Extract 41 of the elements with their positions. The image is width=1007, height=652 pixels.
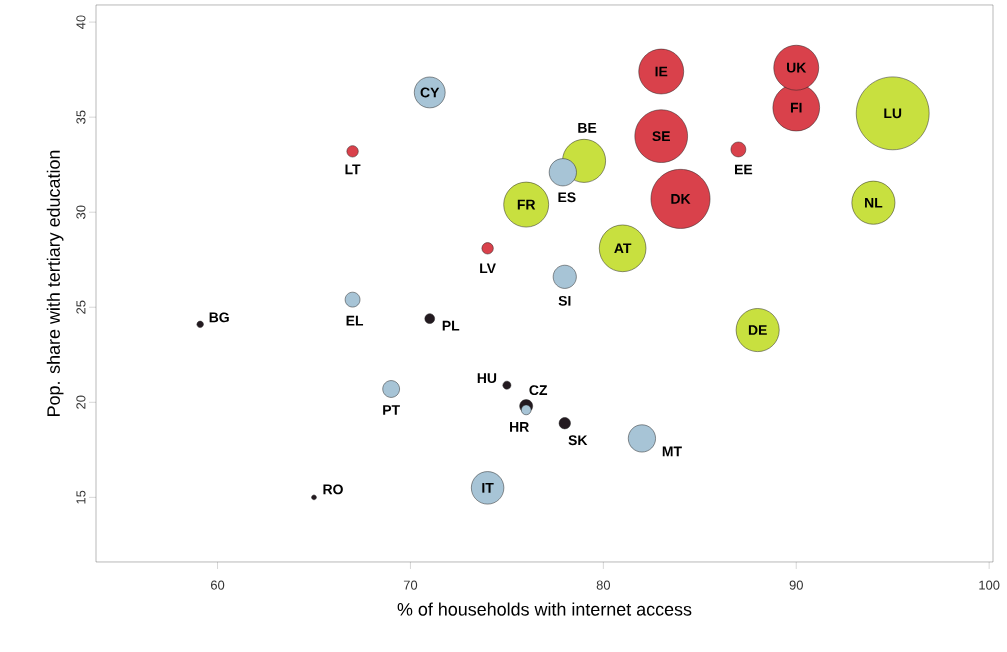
annotation: CZ [529,385,548,396]
annotation: PT [383,405,400,415]
annotation: LV [480,263,496,274]
annotation: PL [442,320,460,331]
annotation: RO [323,484,343,495]
y-tick-label: 30 [76,205,86,219]
annotation: AT [614,243,632,254]
annotation: UK [787,62,807,73]
annotation: SE [652,131,670,142]
x-tick-label: 70 [403,580,418,590]
annotation: HR [510,422,529,432]
annotation: BE [578,123,597,133]
annotation: IE [655,66,668,77]
annotation: IT [482,483,494,493]
x-tick-label: 90 [789,580,803,590]
y-axis-title: Pop. share with tertiary education [46,150,64,416]
x-tick-label: 80 [596,580,611,590]
y-tick-label: 25 [76,300,86,314]
annotation: NL [865,197,883,208]
annotation: SK [568,435,588,446]
annotation: ES [558,192,576,203]
annotation: FI [790,102,802,113]
annotation: LT [345,164,361,175]
annotation: HU [477,373,497,384]
x-tick-label: 60 [210,580,225,590]
annotation: SI [558,295,571,306]
x-axis-title: % of households with internet access [397,602,692,616]
y-tick-label: 20 [76,395,86,409]
y-tick-label: 35 [76,110,86,124]
annotation: MT [662,446,682,457]
annotation: DK [671,194,691,204]
y-tick-label: 40 [76,15,86,29]
x-tick-label: 100 [979,580,1000,590]
annotation: DE [748,325,767,335]
y-tick-label: 15 [76,490,86,504]
annotation: CY [420,87,440,98]
annotation: BG [209,312,229,323]
annotation: EL [346,315,364,326]
annotation: LU [884,108,902,119]
annotation: EE [735,164,753,175]
annotation: FR [517,199,536,210]
